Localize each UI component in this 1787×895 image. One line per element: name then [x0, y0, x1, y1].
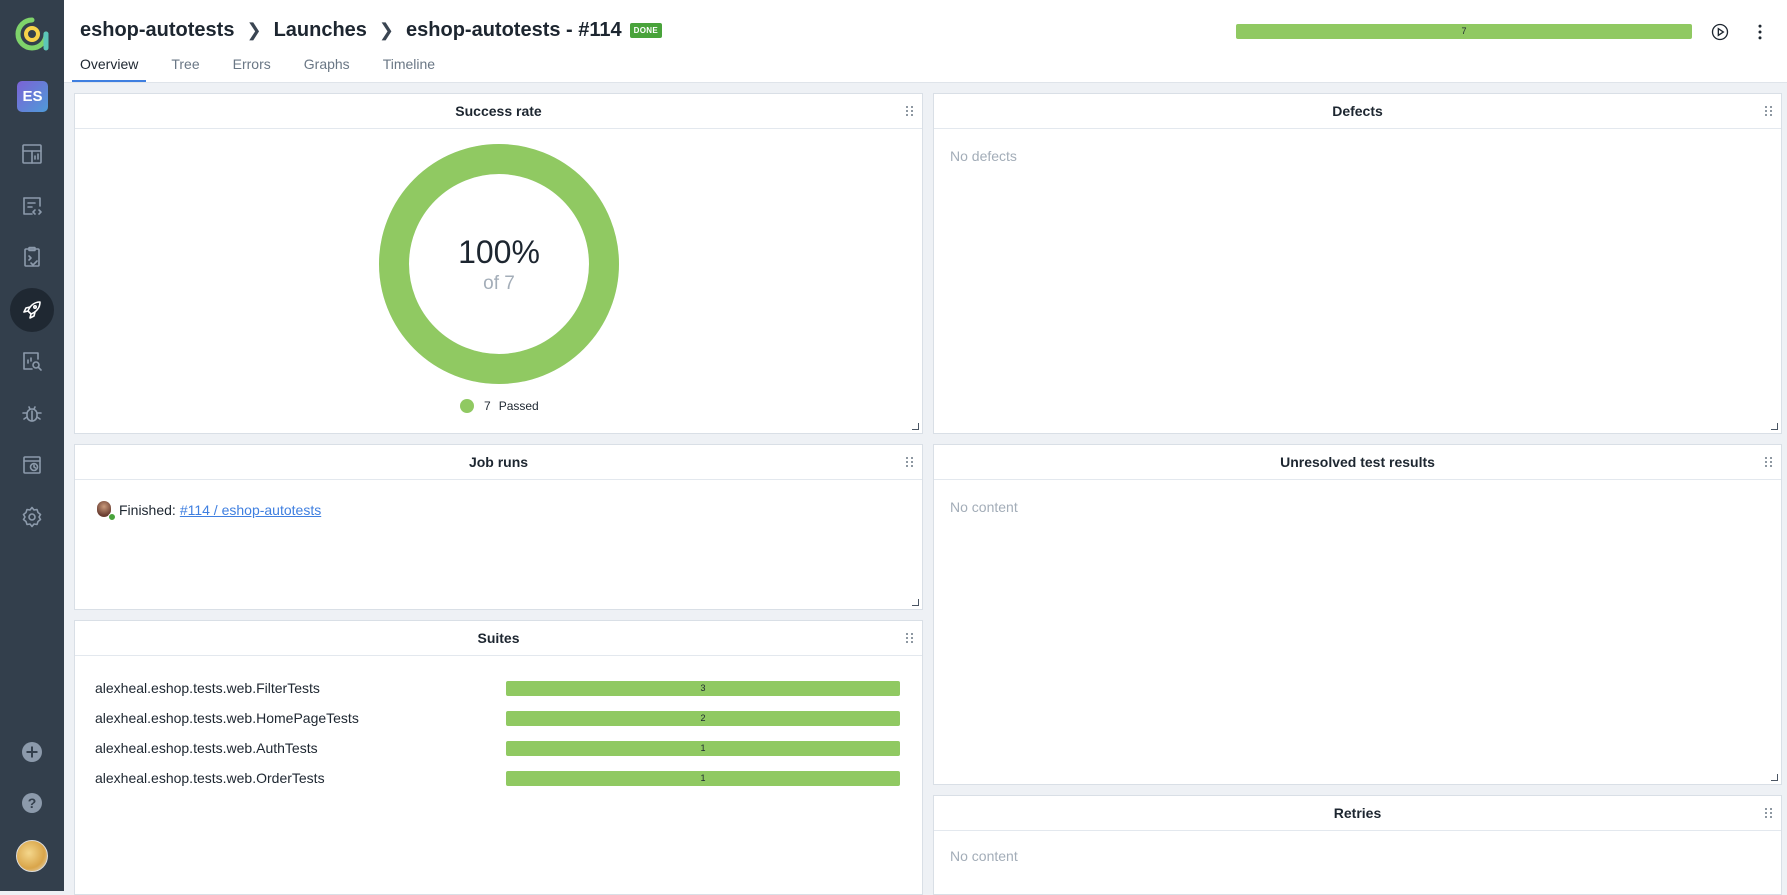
success-rate-widget: Success rate 100% of 7 7 Passed: [74, 93, 923, 434]
success-dot-icon: [108, 513, 116, 521]
chevron-right-icon: ❯: [246, 20, 262, 40]
settings-icon[interactable]: [10, 495, 54, 539]
launch-statistic-bar[interactable]: 7: [1236, 24, 1692, 39]
donut-legend[interactable]: 7 Passed: [460, 399, 539, 413]
dashboards-icon[interactable]: [10, 132, 54, 176]
tab-errors[interactable]: Errors: [232, 56, 271, 72]
suite-row[interactable]: alexheal.eshop.tests.web.OrderTests 1: [95, 769, 905, 787]
suite-row[interactable]: alexheal.eshop.tests.web.AuthTests 1: [95, 739, 905, 757]
resize-handle-icon[interactable]: [1771, 423, 1778, 430]
job-run-link[interactable]: #114 / eshop-autotests: [179, 502, 322, 518]
success-total: of 7: [483, 273, 515, 294]
drag-handle-icon[interactable]: [906, 633, 914, 644]
suite-row[interactable]: alexheal.eshop.tests.web.FilterTests 3: [95, 679, 905, 697]
chevron-right-icon: ❯: [378, 20, 395, 40]
test-plans-icon[interactable]: [10, 235, 54, 279]
widget-title: Unresolved test results: [934, 445, 1781, 480]
widget-title-text: Suites: [477, 630, 520, 646]
donut-passed-arc: [379, 144, 619, 384]
allure-logo-icon[interactable]: [14, 16, 50, 52]
test-cases-icon[interactable]: [10, 184, 54, 228]
suite-stat-bar[interactable]: 1: [506, 741, 900, 756]
sidebar: ES ?: [0, 0, 64, 891]
widget-title: Suites: [75, 621, 922, 656]
suite-stat-bar[interactable]: 3: [506, 681, 900, 696]
user-avatar[interactable]: [16, 840, 48, 872]
success-percent: 100%: [458, 234, 540, 270]
status-badge: DONE: [629, 23, 662, 38]
tab-graphs[interactable]: Graphs: [303, 56, 350, 72]
add-icon[interactable]: [10, 730, 54, 774]
suites-widget: Suites alexheal.eshop.tests.web.FilterTe…: [74, 620, 923, 895]
breadcrumb-launches[interactable]: Launches: [273, 19, 367, 41]
widget-title-text: Unresolved test results: [1280, 454, 1435, 470]
widget-title-text: Success rate: [455, 103, 542, 119]
job-status: Finished:: [119, 502, 176, 518]
unresolved-test-results-widget: Unresolved test results No content: [933, 444, 1782, 785]
more-menu-icon[interactable]: [1748, 20, 1772, 44]
suite-name: alexheal.eshop.tests.web.FilterTests: [95, 680, 320, 696]
passed-dot-icon: [460, 399, 474, 413]
topbar: eshop-autotests ❯ Launches ❯ eshop-autot…: [64, 0, 1787, 83]
suite-stat-bar[interactable]: 1: [506, 771, 900, 786]
tab-tree[interactable]: Tree: [171, 56, 200, 72]
project-avatar[interactable]: ES: [17, 81, 48, 112]
suite-stat-bar[interactable]: 2: [506, 711, 900, 726]
job-run-item: Finished: #114 / eshop-autotests: [97, 501, 322, 521]
resize-handle-icon[interactable]: [912, 599, 919, 606]
suite-name: alexheal.eshop.tests.web.AuthTests: [95, 740, 318, 756]
drag-handle-icon[interactable]: [906, 106, 914, 117]
tab-timeline[interactable]: Timeline: [382, 56, 436, 72]
success-rate-donut: 100% of 7: [379, 144, 619, 384]
drag-handle-icon[interactable]: [1765, 106, 1773, 117]
widget-title: Defects: [934, 94, 1781, 129]
widget-title: Success rate: [75, 94, 922, 129]
resize-handle-icon[interactable]: [1771, 774, 1778, 781]
empty-state: No content: [950, 499, 1018, 515]
suite-name: alexheal.eshop.tests.web.OrderTests: [95, 770, 325, 786]
breadcrumb: eshop-autotests ❯ Launches ❯ eshop-autot…: [80, 19, 662, 42]
empty-state: No content: [950, 848, 1018, 864]
help-icon[interactable]: ?: [10, 781, 54, 825]
breadcrumb-project[interactable]: eshop-autotests: [80, 19, 235, 41]
drag-handle-icon[interactable]: [1765, 808, 1773, 819]
drag-handle-icon[interactable]: [906, 457, 914, 468]
widget-title: Job runs: [75, 445, 922, 480]
widget-title-text: Job runs: [468, 454, 529, 470]
legend-label: Passed: [498, 399, 539, 413]
resize-handle-icon[interactable]: [912, 423, 919, 430]
tab-overview[interactable]: Overview: [72, 56, 147, 82]
suite-name: alexheal.eshop.tests.web.HomePageTests: [95, 710, 359, 726]
widget-title-text: Retries: [1333, 805, 1382, 821]
user-avatar: [97, 501, 116, 521]
legend-count: 7: [484, 399, 491, 413]
retries-widget: Retries No content: [933, 795, 1782, 895]
job-runs-widget: Job runs Finished: #114 / eshop-autotest…: [74, 444, 923, 610]
page-title: eshop-autotests - #114: [406, 19, 622, 41]
jobs-icon[interactable]: [10, 443, 54, 487]
svg-text:?: ?: [28, 795, 37, 811]
rerun-icon[interactable]: [1708, 20, 1732, 44]
empty-state: No defects: [950, 148, 1017, 164]
widget-title: Retries: [934, 796, 1781, 831]
launches-icon[interactable]: [10, 288, 54, 332]
analytics-icon[interactable]: [10, 339, 54, 383]
defects-widget: Defects No defects: [933, 93, 1782, 434]
widget-title-text: Defects: [1332, 103, 1383, 119]
defects-icon[interactable]: [10, 391, 54, 435]
suite-row[interactable]: alexheal.eshop.tests.web.HomePageTests 2: [95, 709, 905, 727]
drag-handle-icon[interactable]: [1765, 457, 1773, 468]
launch-tabs: Overview Tree Errors Graphs Timeline: [72, 56, 460, 82]
